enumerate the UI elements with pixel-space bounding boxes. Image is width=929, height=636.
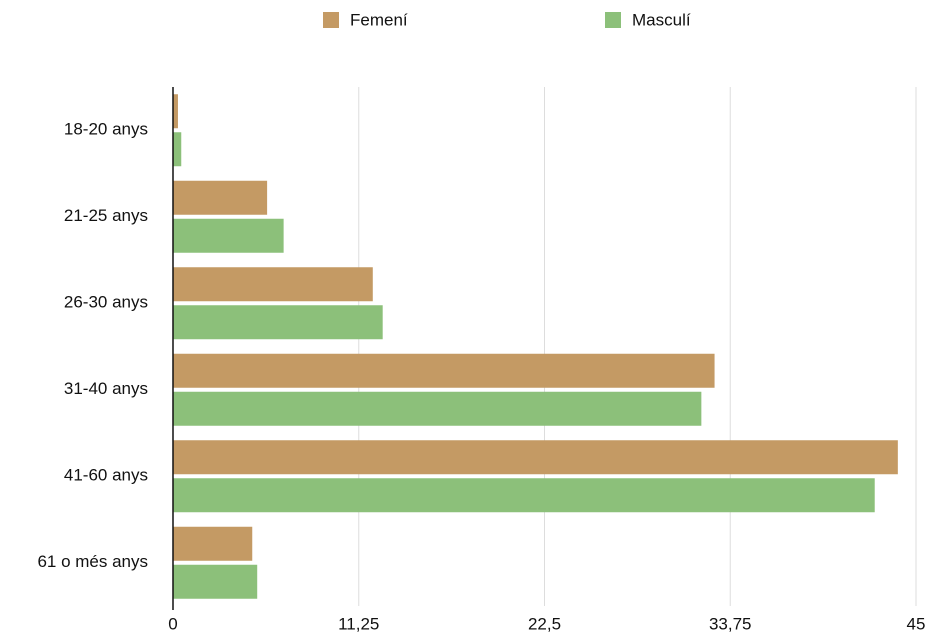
x-tick-label: 33,75	[709, 614, 752, 633]
bar	[173, 440, 898, 475]
x-tick-label: 22,5	[528, 614, 561, 633]
y-tick-label: 61 o més anys	[37, 552, 148, 571]
y-tick-label: 26-30 anys	[64, 293, 148, 312]
legend-swatch	[605, 12, 621, 28]
bar	[173, 526, 253, 561]
bar	[173, 305, 383, 340]
bar	[173, 132, 182, 167]
x-tick-label: 45	[907, 614, 926, 633]
bar	[173, 267, 373, 302]
bar	[173, 353, 715, 388]
y-tick-label: 41-60 anys	[64, 466, 148, 485]
bar	[173, 391, 702, 426]
x-tick-label: 0	[168, 614, 177, 633]
legend-swatch	[323, 12, 339, 28]
y-tick-label: 31-40 anys	[64, 379, 148, 398]
y-tick-label: 21-25 anys	[64, 206, 148, 225]
x-tick-label: 11,25	[338, 614, 379, 633]
legend-label: Masculí	[632, 10, 691, 29]
legend-label: Femení	[350, 10, 408, 29]
bar	[173, 564, 258, 599]
bar	[173, 218, 284, 253]
y-tick-label: 18-20 anys	[64, 120, 148, 139]
bar	[173, 94, 178, 129]
bar	[173, 478, 875, 513]
bar	[173, 180, 268, 215]
